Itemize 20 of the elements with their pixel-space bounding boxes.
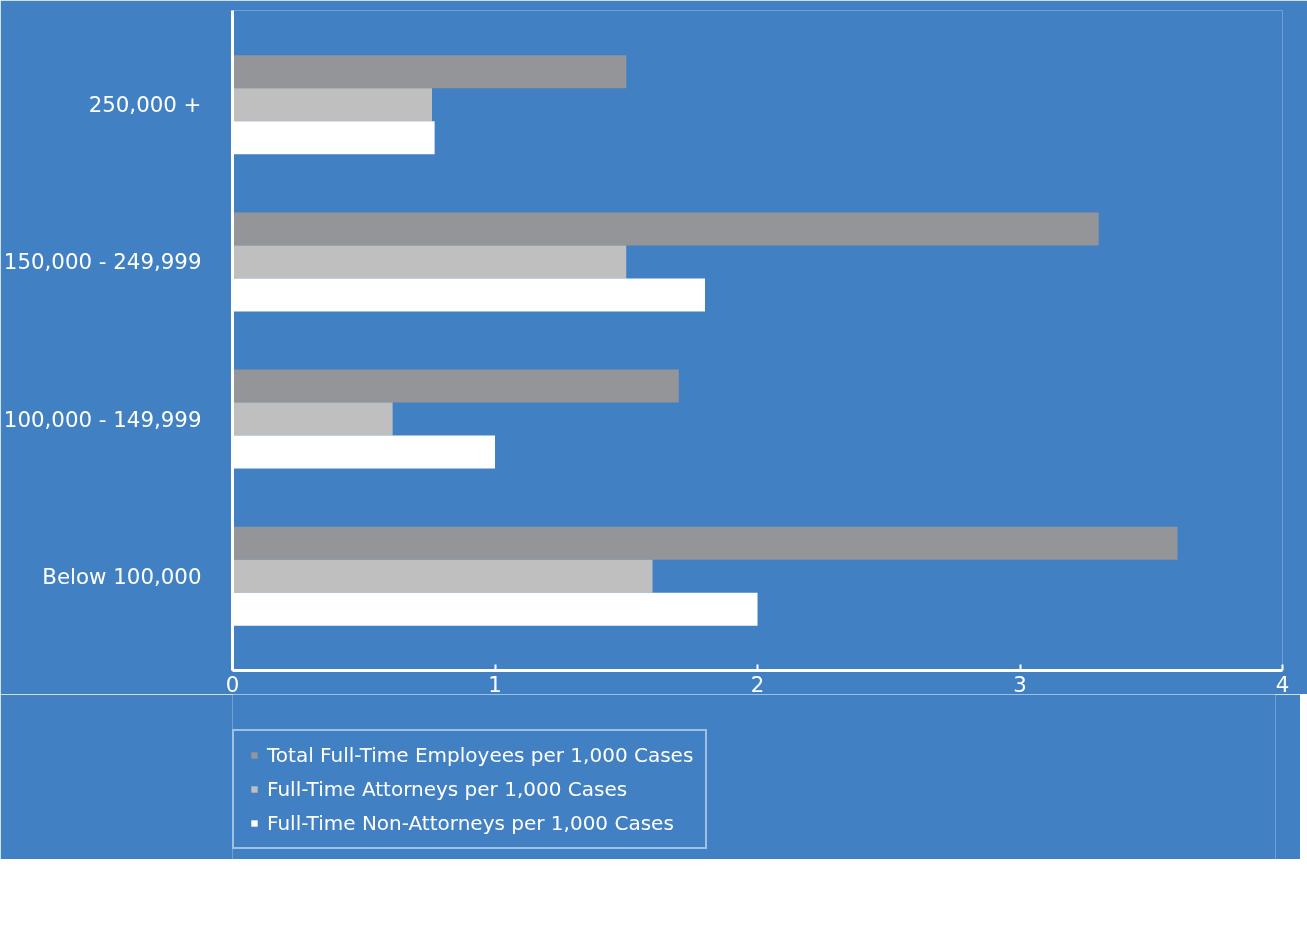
bar [232,526,1178,560]
x-tick-label: 4 [1275,671,1290,697]
bar [232,402,393,436]
x-tick-label: 0 [225,671,240,697]
y-tick-label: 250,000 + [88,92,202,118]
bar [232,55,627,89]
y-tick-label: 150,000 - 249,999 [3,249,202,275]
x-tick-label: 1 [488,671,502,697]
bar [232,212,1099,246]
bar [232,369,679,403]
y-tick-label: Below 100,000 [42,563,202,589]
bar [232,245,627,279]
legend-label: Full-Time Non-Attorneys per 1,000 Cases [267,811,674,835]
legend-label: Full-Time Attorneys per 1,000 Cases [267,777,628,801]
legend-label: Total Full-Time Employees per 1,000 Cases [267,743,694,767]
x-tick-label: 3 [1013,671,1027,697]
x-tick-label: 2 [750,671,765,697]
bar [232,559,653,593]
y-tick-label: 100,000 - 149,999 [3,406,202,432]
bar [232,88,432,122]
